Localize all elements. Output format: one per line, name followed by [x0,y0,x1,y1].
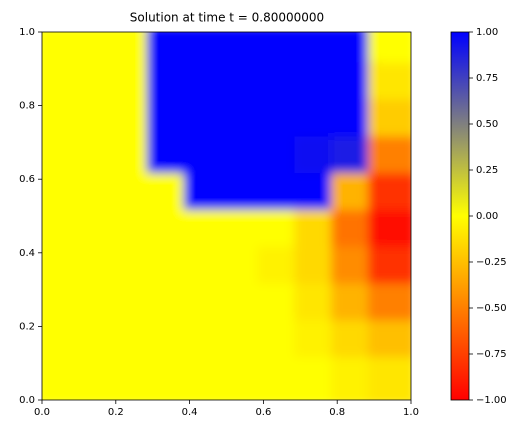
colorbar-tick-label: −0.25 [476,257,507,268]
x-tick-label: 1.0 [403,407,419,418]
y-tick-label: 0.6 [19,174,35,185]
colorbar-tick-label: 0.25 [476,165,498,176]
y-tick-label: 0.8 [19,101,35,112]
y-tick-label: 0.4 [19,248,35,259]
colorbar-tick-label: 0.00 [476,211,498,222]
x-tick-label: 0.4 [182,407,198,418]
colorbar-tick-label: 0.50 [476,119,498,130]
x-tick-label: 0.0 [34,407,50,418]
cell [368,357,411,400]
colorbar [450,31,470,401]
plot-frame [41,31,412,401]
x-tick-label: 0.2 [108,407,124,418]
colorbar-tick-label: 0.75 [476,73,498,84]
cells [42,32,411,400]
y-tick-label: 1.0 [19,27,35,38]
chart-title: Solution at time t = 0.80000000 [130,11,324,25]
y-tick-label: 0.2 [19,321,35,332]
colorbar-tick-label: −1.00 [476,395,507,406]
x-tick-label: 0.8 [329,407,345,418]
colorbar-tick-label: −0.50 [476,303,507,314]
x-tick-label: 0.6 [255,407,271,418]
y-tick-label: 0.0 [19,395,35,406]
colorbar-tick-label: 1.00 [476,27,498,38]
field [42,32,411,400]
colorbar-tick-label: −0.75 [476,349,507,360]
